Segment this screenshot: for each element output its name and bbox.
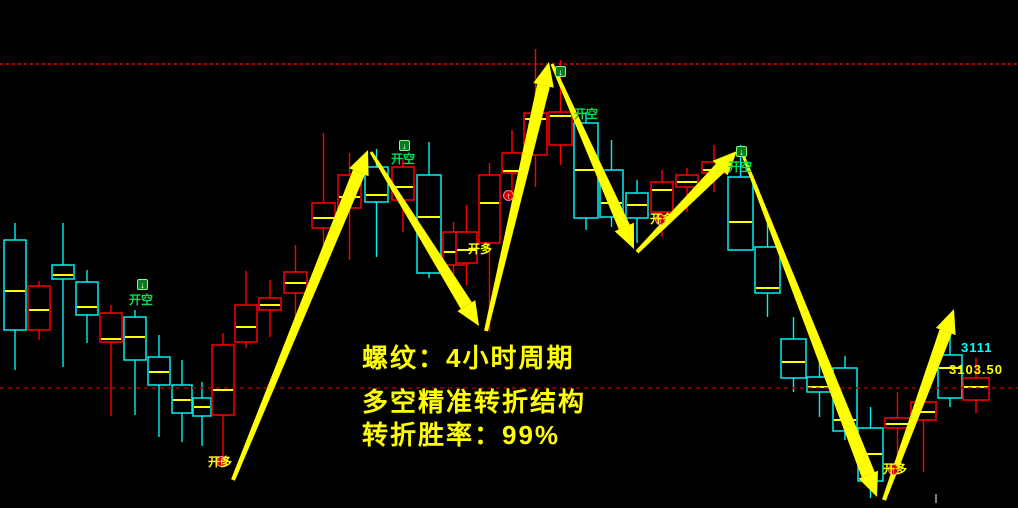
price-label-lower: 3103.50 <box>949 362 1003 377</box>
candle-body <box>650 181 674 213</box>
trend-arrow-shaft <box>231 169 365 481</box>
candle-body <box>27 285 51 331</box>
candle-body <box>3 239 27 331</box>
candle-body <box>99 312 123 343</box>
open-short-marker-icon: ↓ <box>555 66 566 77</box>
open-long-marker-label: 开多 <box>468 242 493 256</box>
open-long-marker-label: 开多 <box>208 455 233 469</box>
candle-body <box>364 166 389 203</box>
open-short-marker-label: 开空 <box>728 160 753 174</box>
candle-body <box>754 246 781 294</box>
open-long-marker-icon: ↑ <box>888 464 899 475</box>
candle-body <box>727 176 754 251</box>
price-label-upper: 3111 <box>961 340 993 355</box>
trend-arrow-head <box>349 150 369 177</box>
open-short-marker-label: 开空 <box>129 293 154 307</box>
open-short-marker-icon: ↓ <box>736 146 747 157</box>
trend-arrow-shaft <box>369 151 472 309</box>
open-long-marker-label: 开多 <box>883 462 908 476</box>
trend-arrow-head <box>533 62 554 88</box>
open-short-marker-icon: ↓ <box>137 279 148 290</box>
candle-body <box>211 344 235 416</box>
trend-arrow-shaft <box>635 163 725 254</box>
open-short-marker-label: 开空 <box>391 152 416 166</box>
trend-arrow-shaft <box>741 154 875 478</box>
trend-arrow-head <box>935 309 956 336</box>
annotation-line-2: 多空精准转折结构 <box>362 387 587 417</box>
candle-body <box>455 231 478 264</box>
open-long-marker-label: 开多 <box>650 212 675 226</box>
candle-body <box>75 281 99 316</box>
candle-body <box>478 174 501 244</box>
annotation-line-1: 螺纹：4小时周期 <box>362 343 575 373</box>
candle-body <box>234 304 258 343</box>
trend-arrow-shaft <box>550 63 630 230</box>
open-long-marker-icon: ↑ <box>655 214 666 225</box>
trend-arrow-head <box>614 222 634 249</box>
candle-body <box>548 111 573 146</box>
trend-arrow-shaft <box>882 329 952 501</box>
candle-body <box>780 338 807 379</box>
candle-body <box>962 377 990 401</box>
candle-body <box>51 264 75 280</box>
open-short-marker-icon: ↓ <box>399 140 410 151</box>
candle-body <box>123 316 147 361</box>
trend-arrow-shaft <box>484 83 550 332</box>
trend-arrow-head <box>712 151 737 176</box>
annotation-line-3: 转折胜率：99% <box>362 420 561 450</box>
open-long-marker-icon: ↑ <box>503 190 514 201</box>
trend-arrow-head <box>457 300 479 326</box>
open-long-marker-icon: ↑ <box>216 456 227 467</box>
candle-body <box>937 354 963 399</box>
trend-arrow-head <box>858 470 878 497</box>
open-short-marker-label: 开空 <box>574 107 599 121</box>
